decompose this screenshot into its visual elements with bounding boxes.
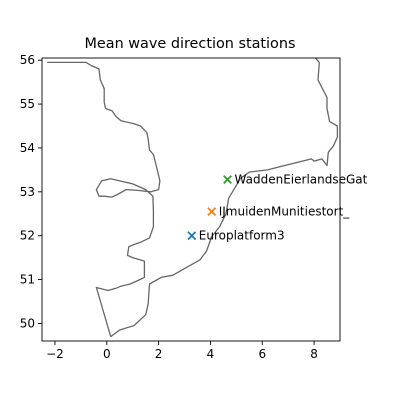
station-marker-1 <box>187 231 197 241</box>
x-tick-label-1: 0 <box>103 347 111 361</box>
x-tick-label-4: 6 <box>258 347 266 361</box>
y-tick-label-5: 55 <box>20 97 35 111</box>
station-label-3: WaddenEierlandseGat <box>235 173 368 187</box>
chart-title: Mean wave direction stations <box>85 36 296 52</box>
x-tick-label-3: 4 <box>207 347 215 361</box>
plot-area: Europlatform3 IJmuidenMunitiestort_ Wadden… <box>20 53 368 361</box>
y-tick-label-0: 50 <box>20 316 35 330</box>
station-label-2: IJmuidenMunitiestort_ <box>219 205 351 219</box>
x-tick-label-0: −2 <box>46 347 64 361</box>
station-marker-2 <box>207 207 217 217</box>
coastline-0 <box>47 58 339 338</box>
y-tick-label-4: 54 <box>20 141 35 155</box>
y-tick-label-3: 53 <box>20 185 35 199</box>
x-tick-label-5: 8 <box>310 347 318 361</box>
station-marker-3 <box>223 175 232 184</box>
y-tick-label-1: 51 <box>20 273 35 287</box>
y-tick-label-6: 56 <box>20 53 35 67</box>
y-tick-label-2: 52 <box>20 229 35 243</box>
axes-frame <box>41 57 341 342</box>
station-label-1: Europlatform3 <box>199 229 285 243</box>
x-tick-label-2: 2 <box>155 347 163 361</box>
